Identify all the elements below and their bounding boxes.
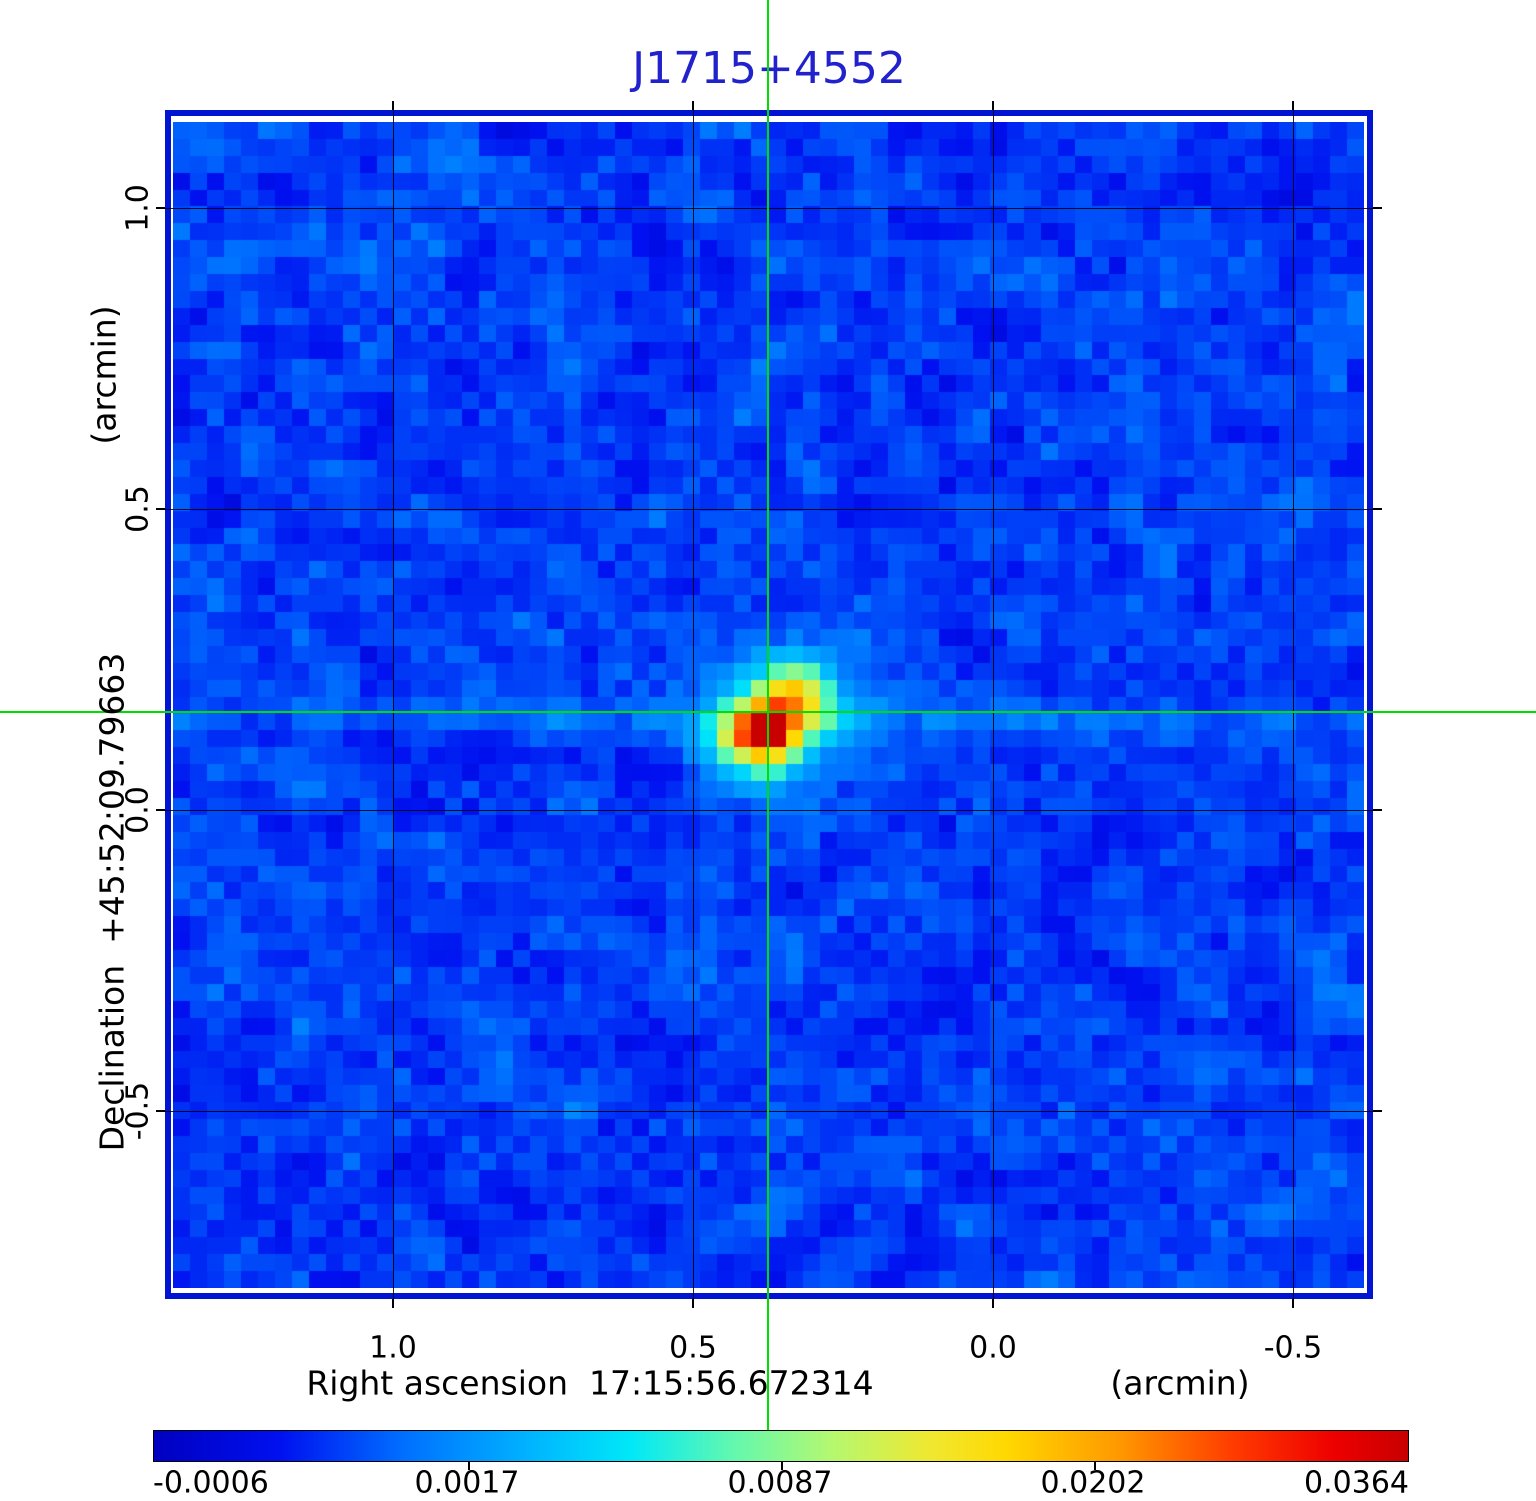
colorbar-tick	[781, 1462, 783, 1470]
x-tick-label-1: 0.5	[669, 1330, 717, 1366]
x-axis-unit-label: (arcmin)	[1110, 1363, 1250, 1403]
axis-tick	[392, 1299, 394, 1308]
axis-tick	[156, 1110, 165, 1112]
x-axis-label: Right ascension 17:15:56.672314	[306, 1363, 874, 1403]
crosshair-horizontal-line	[0, 711, 1536, 713]
gridline-horizontal	[165, 509, 1373, 510]
colorbar-tick	[468, 1462, 470, 1470]
axis-tick	[692, 1299, 694, 1308]
axis-tick	[992, 101, 994, 110]
gridline-vertical	[1293, 110, 1294, 1299]
colorbar-tick	[1094, 1462, 1096, 1470]
y-tick-label-0: 1.0	[120, 184, 156, 232]
axis-tick	[156, 508, 165, 510]
gridline-vertical	[993, 110, 994, 1299]
axis-tick	[1373, 809, 1382, 811]
colorbar-label-4: 0.0364	[1304, 1465, 1409, 1501]
x-tick-label-2: 0.0	[969, 1330, 1017, 1366]
image-border-right	[1367, 110, 1373, 1299]
axis-tick	[156, 207, 165, 209]
axis-tick	[992, 1299, 994, 1308]
image-border-bottom	[165, 1293, 1373, 1299]
colorbar-label-1: 0.0017	[414, 1465, 520, 1501]
gridline-vertical	[393, 110, 394, 1299]
axis-tick	[1373, 508, 1382, 510]
axis-tick	[156, 809, 165, 811]
gridline-horizontal	[165, 810, 1373, 811]
axis-tick	[1373, 1110, 1382, 1112]
image-border-top	[165, 110, 1373, 116]
y-axis-unit-label: (arcmin)	[84, 305, 124, 445]
axis-tick	[1292, 101, 1294, 110]
gridline-vertical	[693, 110, 694, 1299]
axis-tick	[1373, 207, 1382, 209]
gridline-horizontal	[165, 208, 1373, 209]
x-tick-label-0: 1.0	[369, 1330, 417, 1366]
image-panel	[165, 110, 1373, 1299]
colorbar	[153, 1430, 1409, 1470]
gridline-horizontal	[165, 1111, 1373, 1112]
x-tick-label-3: -0.5	[1263, 1330, 1323, 1366]
plot-title: J1715+4552	[632, 43, 906, 94]
y-tick-label-1: 0.5	[120, 485, 156, 533]
y-axis-label: Declination +45:52:09.79663	[92, 652, 132, 1152]
image-border-left	[165, 110, 171, 1299]
axis-tick	[1292, 1299, 1294, 1308]
colorbar-label-0: -0.0006	[153, 1465, 269, 1501]
colorbar-label-3: 0.0202	[1040, 1465, 1146, 1501]
colorbar-label-2: 0.0087	[727, 1465, 833, 1501]
axis-tick	[692, 101, 694, 110]
axis-tick	[392, 101, 394, 110]
crosshair-vertical-line	[767, 0, 769, 1430]
